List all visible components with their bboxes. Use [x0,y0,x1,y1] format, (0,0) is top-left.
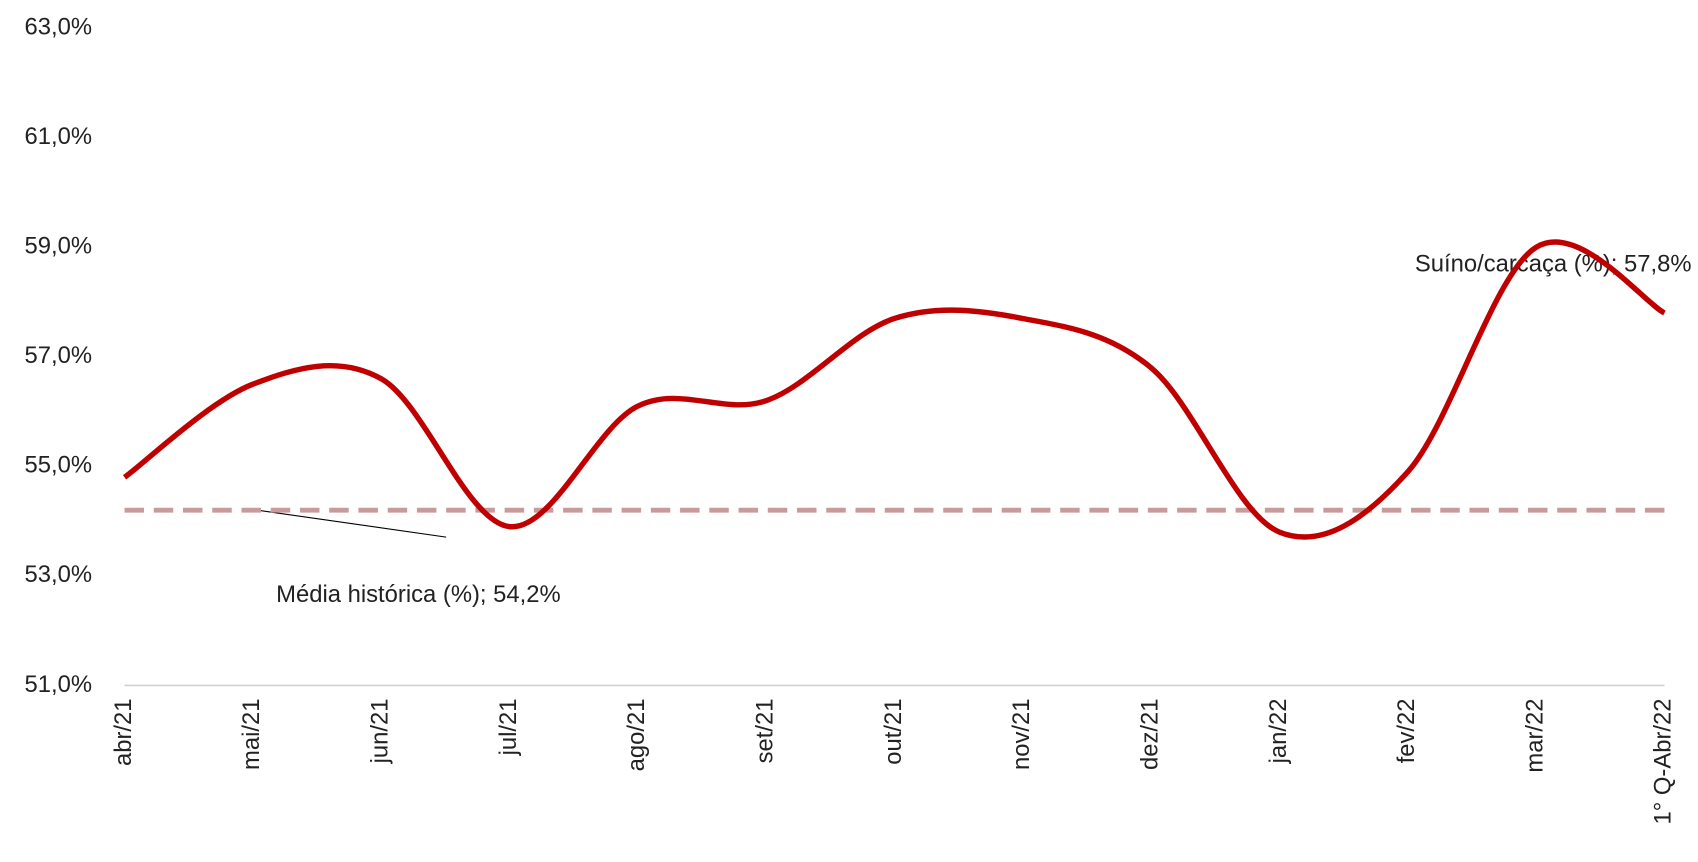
y-tick-label: 55,0% [25,452,93,479]
x-tick-label: dez/21 [1136,698,1163,769]
y-tick-label: 51,0% [25,671,93,698]
x-tick-label: jun/21 [366,698,393,764]
x-tick-label: set/21 [751,698,778,763]
x-tick-label: out/21 [880,698,907,764]
x-tick-label: jul/21 [495,698,522,756]
y-tick-label: 57,0% [25,342,93,369]
x-tick-label: nov/21 [1008,698,1035,769]
x-tick-label: abr/21 [110,698,137,766]
x-tick-label: mai/21 [238,698,265,769]
annotation: Média histórica (%); 54,2% [276,581,561,608]
y-tick-label: 63,0% [25,13,93,40]
x-tick-label: jan/22 [1265,698,1292,764]
annotation: Suíno/carcaça (%); 57,8% [1415,251,1692,278]
x-tick-label: 1° Q-Abr/22 [1650,698,1677,824]
y-tick-label: 61,0% [25,123,93,150]
data-line [122,239,1666,540]
y-tick-label: 53,0% [25,561,93,588]
y-tick-label: 59,0% [25,233,93,260]
leader-line [248,508,447,538]
x-tick-label: ago/21 [623,698,650,771]
x-tick-label: mar/22 [1521,698,1548,772]
x-tick-label: fev/22 [1393,698,1420,763]
